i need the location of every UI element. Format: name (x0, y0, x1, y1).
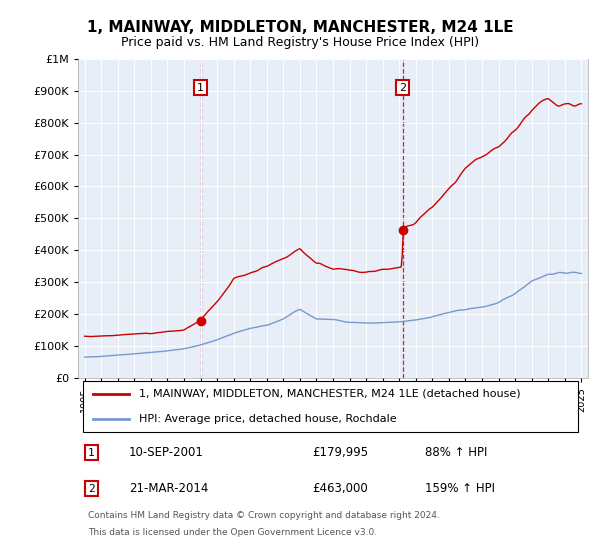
Text: 88% ↑ HPI: 88% ↑ HPI (425, 446, 487, 459)
Text: Price paid vs. HM Land Registry's House Price Index (HPI): Price paid vs. HM Land Registry's House … (121, 36, 479, 49)
Text: 2: 2 (399, 82, 406, 92)
Text: 159% ↑ HPI: 159% ↑ HPI (425, 482, 495, 495)
Text: 1, MAINWAY, MIDDLETON, MANCHESTER, M24 1LE (detached house): 1, MAINWAY, MIDDLETON, MANCHESTER, M24 1… (139, 389, 521, 399)
Text: £179,995: £179,995 (313, 446, 369, 459)
Text: HPI: Average price, detached house, Rochdale: HPI: Average price, detached house, Roch… (139, 414, 397, 424)
Text: Contains HM Land Registry data © Crown copyright and database right 2024.: Contains HM Land Registry data © Crown c… (88, 511, 440, 520)
Text: 1, MAINWAY, MIDDLETON, MANCHESTER, M24 1LE: 1, MAINWAY, MIDDLETON, MANCHESTER, M24 1… (86, 20, 514, 35)
FancyBboxPatch shape (83, 381, 578, 432)
Text: 1: 1 (197, 82, 204, 92)
Text: 2: 2 (88, 484, 95, 494)
Text: 1: 1 (88, 447, 95, 458)
Text: 21-MAR-2014: 21-MAR-2014 (129, 482, 208, 495)
Text: This data is licensed under the Open Government Licence v3.0.: This data is licensed under the Open Gov… (88, 529, 377, 538)
Text: £463,000: £463,000 (313, 482, 368, 495)
Text: 10-SEP-2001: 10-SEP-2001 (129, 446, 204, 459)
